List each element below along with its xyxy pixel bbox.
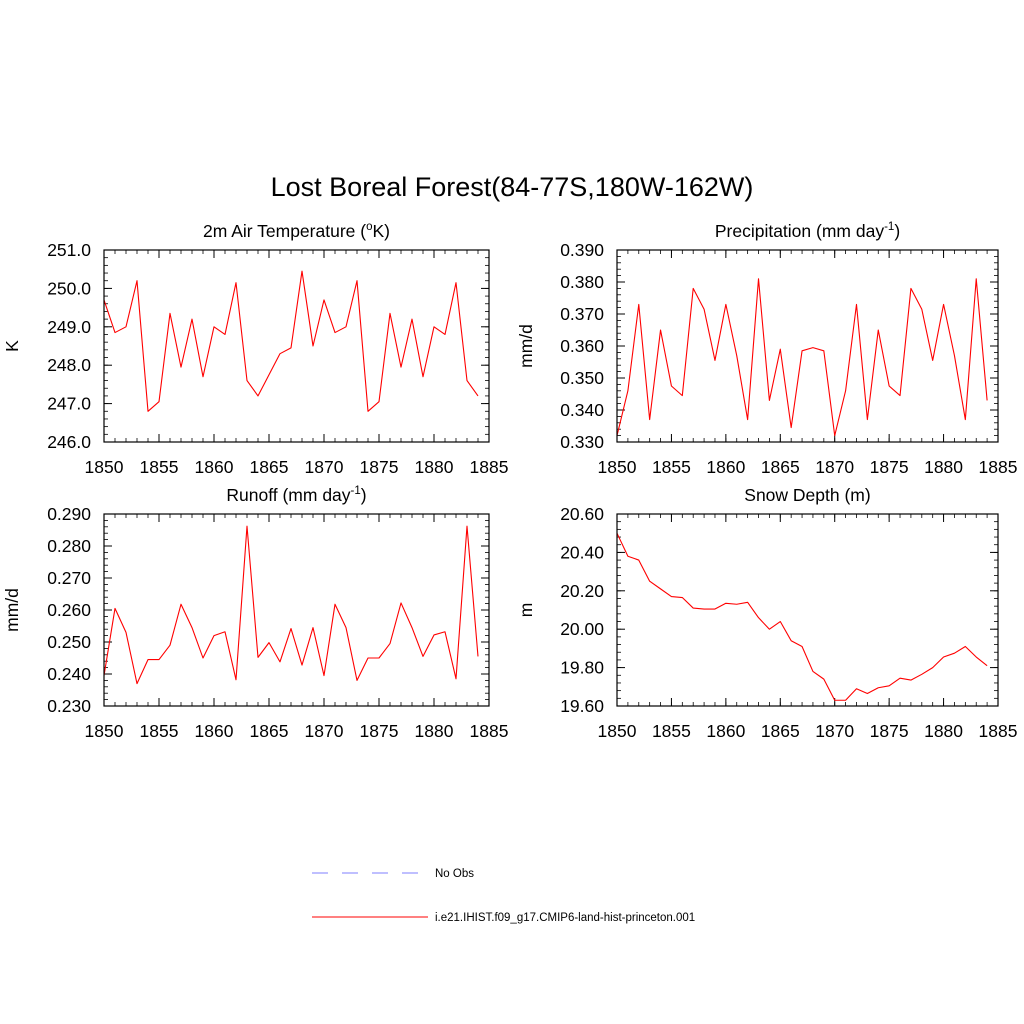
y-tick-label: 246.0 bbox=[47, 432, 91, 452]
x-tick-label: 1880 bbox=[924, 457, 963, 477]
panel-title-text: Snow Depth (m) bbox=[744, 485, 870, 505]
data-series-line bbox=[103, 270, 479, 412]
x-tick-label: 1880 bbox=[415, 721, 454, 741]
x-tick-label: 1860 bbox=[706, 457, 745, 477]
x-tick-label: 1860 bbox=[706, 721, 745, 741]
y-tick-label: 0.390 bbox=[560, 240, 604, 260]
data-series-line bbox=[616, 532, 988, 701]
data-series-line bbox=[616, 278, 988, 437]
y-tick-label: 0.380 bbox=[560, 272, 604, 292]
x-tick-label: 1865 bbox=[761, 457, 800, 477]
panel-title-tail: K) bbox=[372, 221, 390, 241]
y-tick-label: 20.60 bbox=[560, 504, 604, 524]
x-tick-label: 1865 bbox=[761, 721, 800, 741]
y-axis-label: mm/d bbox=[516, 324, 536, 368]
x-tick-label: 1850 bbox=[85, 457, 124, 477]
x-tick-label: 1880 bbox=[415, 457, 454, 477]
y-tick-label: 20.20 bbox=[560, 581, 604, 601]
plot-frame bbox=[103, 513, 490, 707]
y-tick-label: 250.0 bbox=[47, 278, 91, 298]
x-tick-label: 1870 bbox=[305, 721, 344, 741]
x-tick-label: 1880 bbox=[924, 721, 963, 741]
x-tick-label: 1855 bbox=[652, 721, 691, 741]
x-tick-label: 1885 bbox=[470, 457, 509, 477]
y-tick-label: 0.340 bbox=[560, 400, 604, 420]
chart-panel-bottom-left: Runoff (mm day-1) 1850 1855 1860 1865 1870 187… bbox=[2, 485, 508, 741]
x-tick-label: 1875 bbox=[870, 721, 909, 741]
legend-model-label: i.e21.IHIST.f09_g17.CMIP6-land-hist-prin… bbox=[435, 912, 695, 924]
panel-title-text: Runoff (mm day bbox=[226, 485, 350, 505]
x-tick-label: 1865 bbox=[250, 721, 289, 741]
y-tick-label: 0.360 bbox=[560, 336, 604, 356]
x-tick-label: 1870 bbox=[305, 457, 344, 477]
y-tick-label: 247.0 bbox=[47, 394, 91, 414]
x-tick-label: 1850 bbox=[85, 721, 124, 741]
panel-title: 2m Air Temperature (oK) bbox=[203, 221, 390, 241]
x-tick-label: 1865 bbox=[250, 457, 289, 477]
legend-obs-label: No Obs bbox=[435, 868, 474, 880]
x-tick-label: 1855 bbox=[140, 721, 179, 741]
x-tick-label: 1885 bbox=[470, 721, 509, 741]
y-tick-label: 0.290 bbox=[47, 504, 91, 524]
y-axis-label: mm/d bbox=[2, 588, 22, 632]
x-tick-label: 1875 bbox=[360, 721, 399, 741]
panel-title-text: Precipitation (mm day bbox=[715, 221, 884, 241]
y-axis-label: K bbox=[2, 340, 22, 352]
data-series-line bbox=[103, 525, 479, 685]
panel-title-superscript: -1 bbox=[351, 485, 361, 497]
figure-title: Lost Boreal Forest(84-77S,180W-162W) bbox=[271, 172, 754, 202]
x-tick-label: 1885 bbox=[979, 457, 1018, 477]
panels: 2m Air Temperature (oK)1850 1855 1860 1865 1… bbox=[2, 221, 1017, 741]
plot-frame bbox=[616, 513, 999, 707]
y-tick-label: 251.0 bbox=[47, 240, 91, 260]
x-tick-label: 1850 bbox=[598, 721, 637, 741]
chart-panel-top-left: 2m Air Temperature (oK) 1850 1855 1860 1865 1… bbox=[2, 221, 508, 477]
x-tick-label: 1885 bbox=[979, 721, 1018, 741]
x-tick-label: 1875 bbox=[870, 457, 909, 477]
chart-panel-bottom-right: Snow Depth (m) 1850 1855 1860 1865 1870 1875 18… bbox=[516, 485, 1017, 741]
panel-title-text: 2m Air Temperature ( bbox=[203, 221, 366, 241]
y-tick-label: 0.240 bbox=[47, 664, 91, 684]
panel-title: Precipitation (mm day-1) bbox=[715, 221, 900, 241]
panel-title: Runoff (mm day-1) bbox=[226, 485, 366, 505]
x-tick-label: 1870 bbox=[815, 721, 854, 741]
x-tick-label: 1855 bbox=[652, 457, 691, 477]
panel-title-tail: ) bbox=[894, 221, 900, 241]
y-tick-label: 0.250 bbox=[47, 632, 91, 652]
y-tick-label: 0.280 bbox=[47, 536, 91, 556]
chart-panel-top-right: Precipitation (mm day-1) 1850 1855 1860 1865… bbox=[516, 221, 1017, 477]
y-tick-label: 19.80 bbox=[560, 658, 604, 678]
x-tick-label: 1860 bbox=[195, 457, 234, 477]
y-tick-label: 0.370 bbox=[560, 304, 604, 324]
y-tick-label: 248.0 bbox=[47, 355, 91, 375]
y-tick-label: 19.60 bbox=[560, 696, 604, 716]
y-axis-label: m bbox=[516, 603, 536, 618]
x-tick-label: 1870 bbox=[815, 457, 854, 477]
panel-title-superscript: -1 bbox=[884, 221, 894, 233]
y-tick-label: 0.270 bbox=[47, 568, 91, 588]
panel-title-tail: ) bbox=[361, 485, 367, 505]
x-tick-label: 1855 bbox=[140, 457, 179, 477]
x-tick-label: 1850 bbox=[598, 457, 637, 477]
y-tick-label: 0.260 bbox=[47, 600, 91, 620]
y-tick-label: 20.00 bbox=[560, 619, 604, 639]
panel-title: Snow Depth (m) bbox=[744, 485, 870, 505]
plot-frame bbox=[103, 249, 490, 443]
legend: No Obs i.e21.IHIST.f09_g17.CMIP6-land-hi… bbox=[312, 868, 695, 924]
y-tick-label: 0.230 bbox=[47, 696, 91, 716]
y-tick-label: 249.0 bbox=[47, 317, 91, 337]
y-tick-label: 0.350 bbox=[560, 368, 604, 388]
y-tick-label: 20.40 bbox=[560, 542, 604, 562]
plot-frame bbox=[616, 249, 999, 443]
y-tick-label: 0.330 bbox=[560, 432, 604, 452]
x-tick-label: 1875 bbox=[360, 457, 399, 477]
x-tick-label: 1860 bbox=[195, 721, 234, 741]
panel-title-superscript: o bbox=[366, 221, 372, 233]
